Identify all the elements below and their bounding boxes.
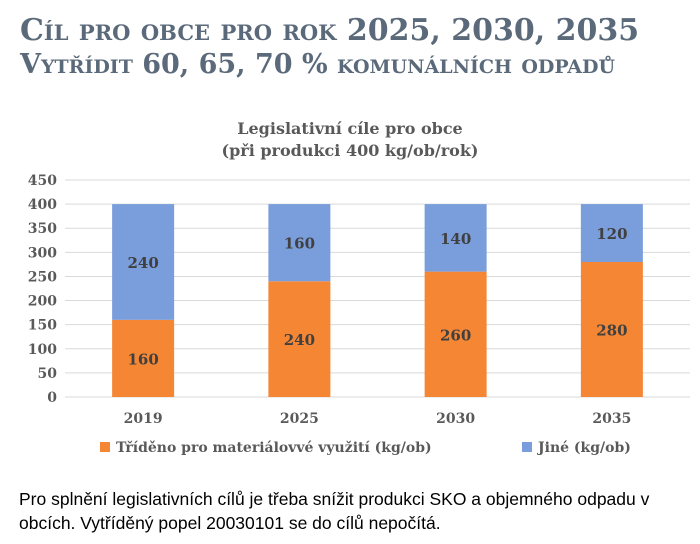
x-tick-label: 2030 [436,411,475,427]
chart-subtitle: (při produkci 400 kg/ob/rok) [222,141,479,160]
x-tick-label: 2035 [592,411,631,427]
x-tick-label: 2019 [124,411,163,427]
data-label: 240 [284,331,315,349]
y-tick-label: 100 [28,342,57,358]
slide-title-line-2: Vytřídit 60, 65, 70 % komunálních odpadů [20,49,616,80]
legend-label-0: Tříděno pro materiálovvé využití (kg/ob) [116,440,432,456]
data-label: 160 [127,350,158,368]
data-label: 120 [596,225,627,243]
bars: 160 240 240 160 260 140 280 120 [112,204,643,397]
y-tick-label: 250 [28,269,57,285]
bar-2030-series-0 [424,271,487,397]
y-tick-label: 350 [28,221,57,237]
legend-swatch-0 [100,442,110,452]
bar-2030-series-1 [424,204,487,272]
y-tick-label: 150 [28,318,57,334]
bar-2025-series-0 [268,281,331,397]
bar-2019-series-0 [112,319,175,397]
stacked-bar-chart: Legislativní cíle pro obce (při produkci… [28,119,690,456]
legend-label-1: Jiné (kg/ob) [536,440,631,456]
y-axis-ticks: 0 50 100 150 200 250 300 350 400 450 [28,173,57,406]
legend: Tříděno pro materiálovvé využití (kg/ob)… [100,440,631,456]
data-label: 140 [440,230,471,248]
footer-note: Pro splnění legislativních cílů je třeba… [19,489,650,533]
x-axis-ticks: 2019 2025 2030 2035 [124,411,632,427]
data-label: 160 [284,235,315,253]
chart-container: Legislativní cíle pro obce (při produkci… [0,112,700,472]
y-tick-label: 50 [38,366,58,382]
y-tick-label: 0 [47,390,57,406]
bar-2035-series-0 [580,261,643,397]
y-tick-label: 450 [28,173,57,189]
y-tick-label: 200 [28,294,57,310]
chart-title: Legislativní cíle pro obce [237,119,462,138]
y-tick-label: 300 [28,245,57,261]
bar-2025-series-1 [268,204,331,282]
data-label: 260 [440,326,471,344]
x-tick-label: 2025 [280,411,319,427]
slide-title-line-1: Cíl pro obce pro rok 2025, 2030, 2035 [20,13,640,48]
bar-2019-series-1 [112,204,175,320]
y-tick-label: 400 [28,197,57,213]
data-label: 280 [596,321,627,339]
slide-title: Cíl pro obce pro rok 2025, 2030, 2035 Vy… [20,14,690,82]
data-label: 240 [127,254,158,272]
bar-2035-series-1 [580,204,643,262]
legend-swatch-1 [522,442,532,452]
